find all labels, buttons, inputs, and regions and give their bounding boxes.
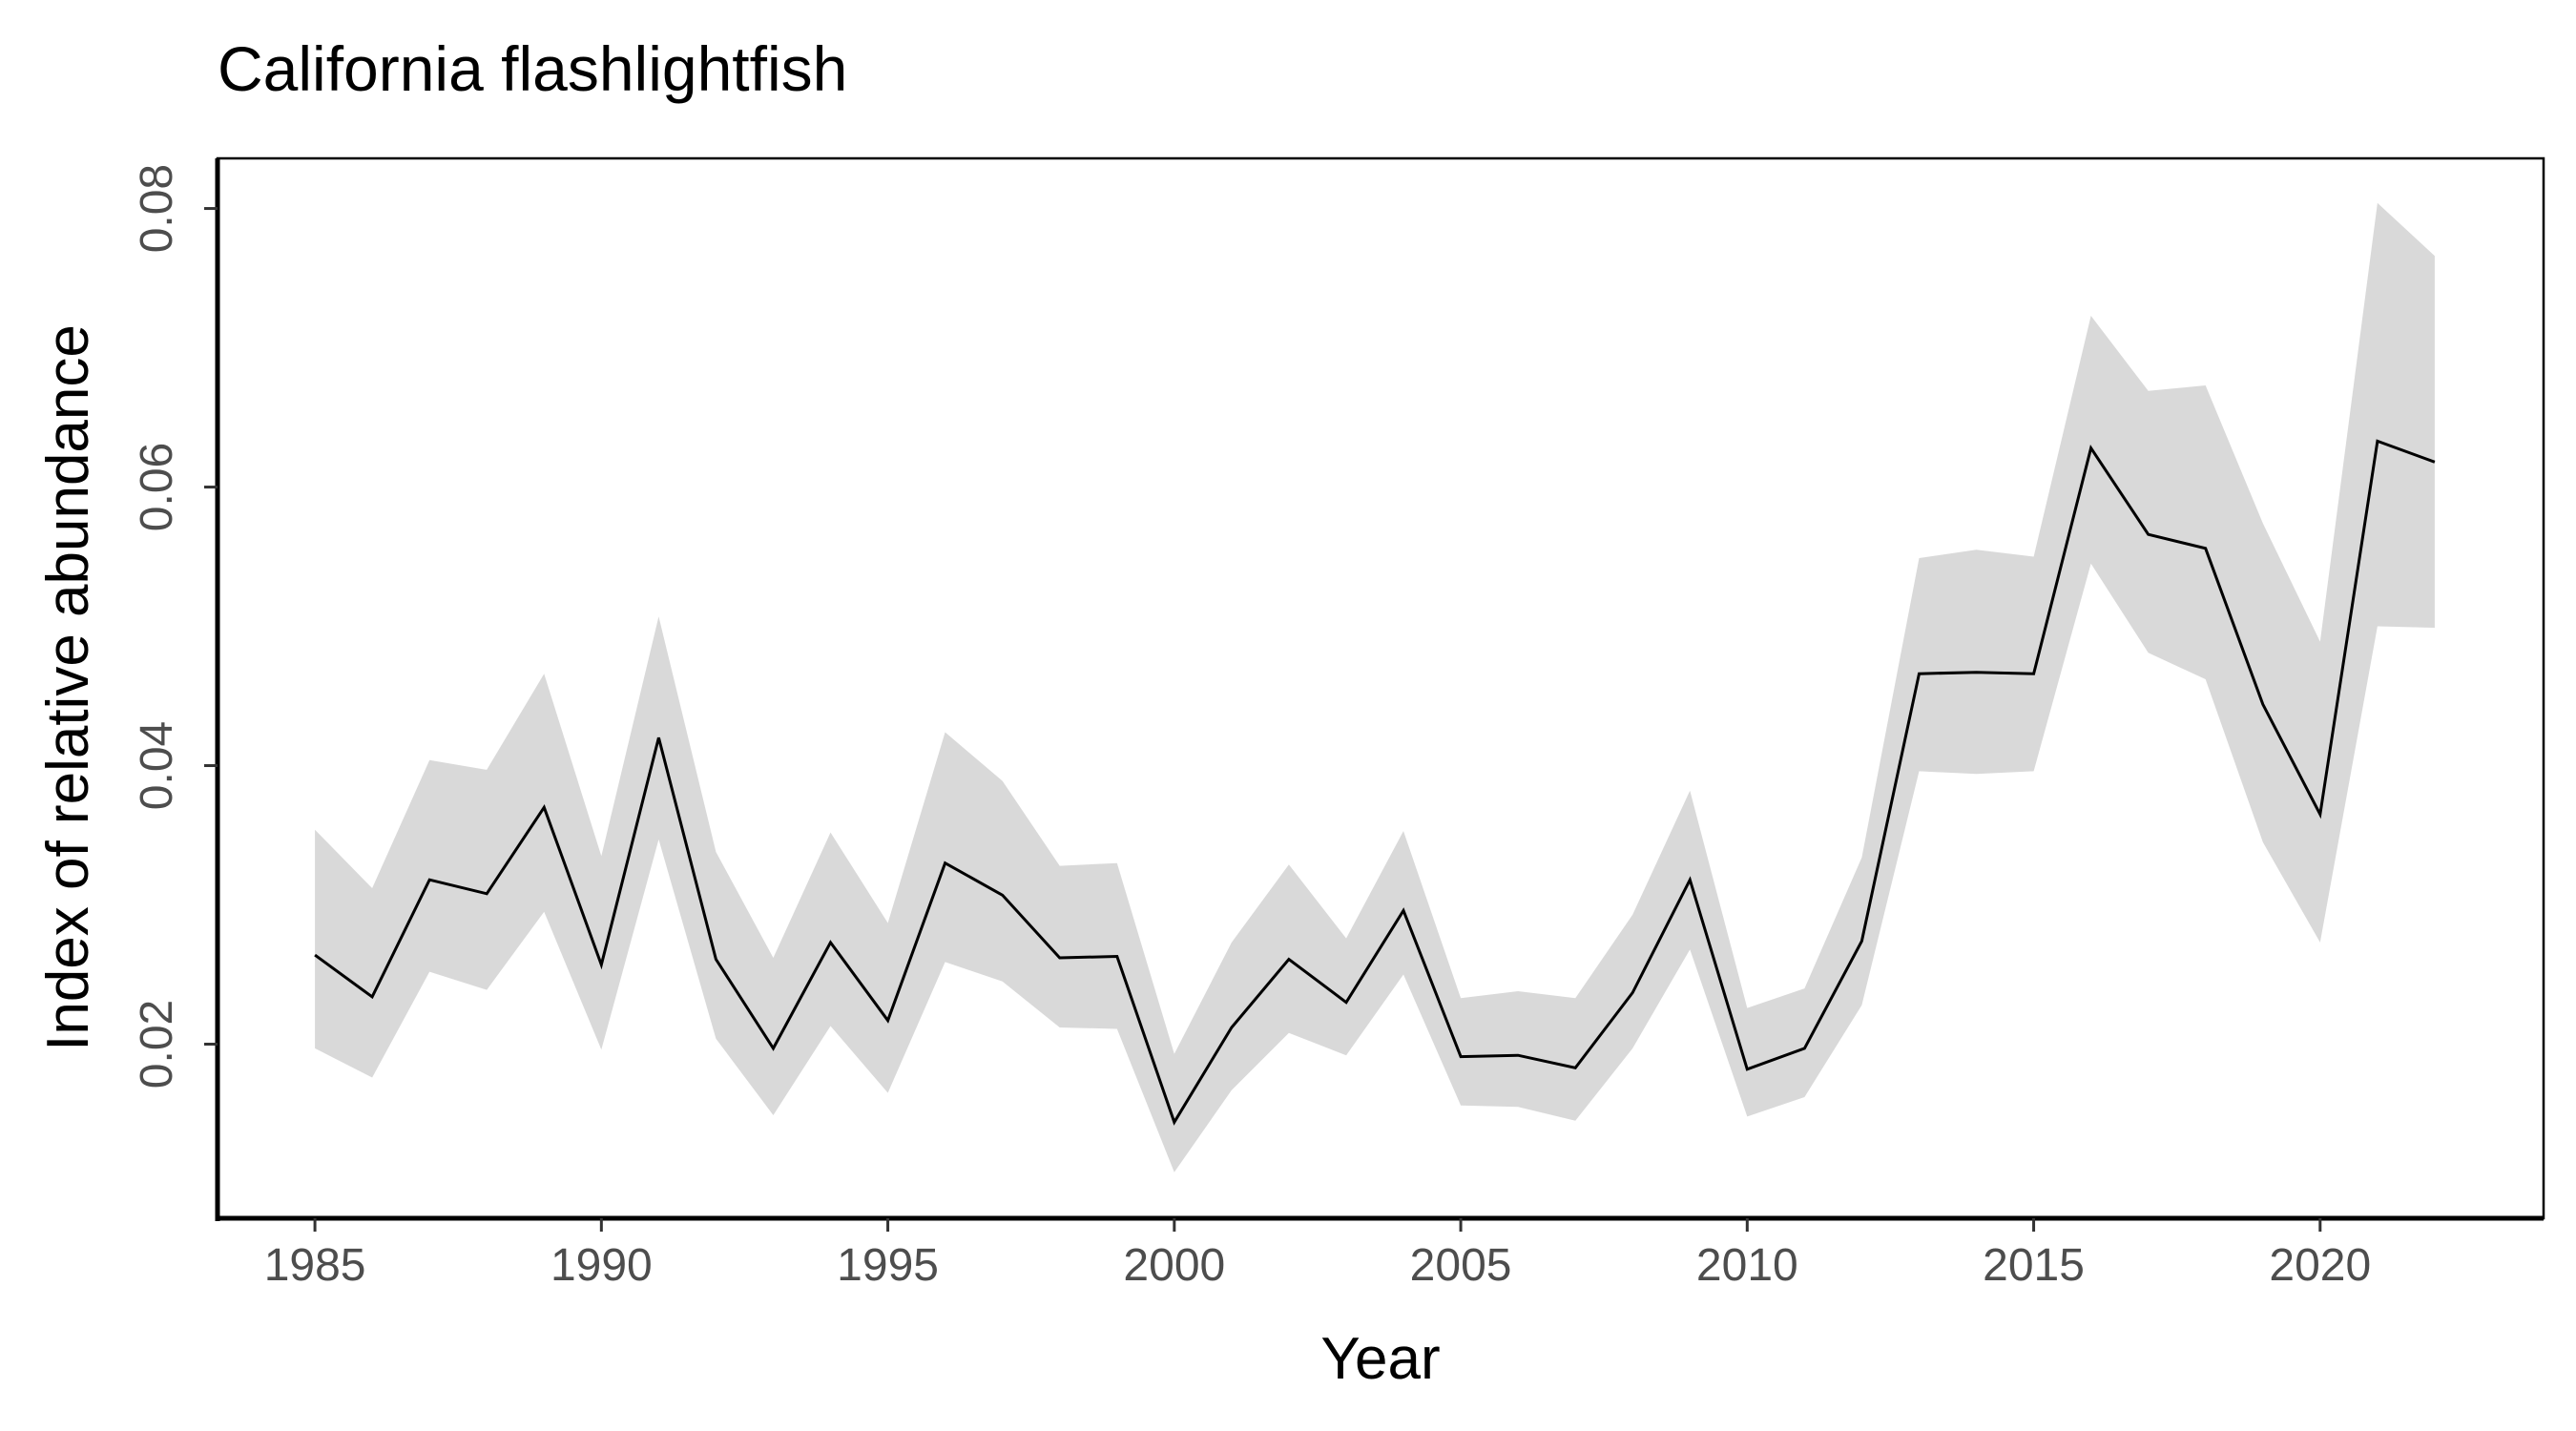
x-tick-label: 1995 [837,1240,939,1291]
confidence-ribbon [315,202,2435,1172]
x-tick-label: 2000 [1123,1240,1225,1291]
x-axis-title: Year [1320,1326,1440,1392]
plot-area [216,156,2545,1220]
y-tick-label: 0.02 [132,1000,182,1089]
x-tick-label: 2005 [1410,1240,1512,1291]
axis-lines [215,158,2544,1221]
x-tick-label: 2020 [2269,1240,2371,1291]
y-tick-label: 0.04 [132,721,182,810]
chart-title: California flashlightfish [218,33,847,104]
x-tick-label: 2015 [1983,1240,2085,1291]
x-tick-label: 2010 [1696,1240,1798,1291]
y-axis-ticks: 0.02 0.04 0.06 0.08 [132,164,218,1089]
x-tick-label: 1985 [264,1240,366,1291]
y-tick-label: 0.06 [132,443,182,531]
y-axis-title: Index of relative abundance [35,324,101,1051]
index-line [314,439,2436,1126]
plot-frame [216,156,2545,1220]
x-axis-ticks: 1985 1990 1995 2000 2005 2010 2015 2020 [264,1218,2371,1291]
y-tick-label: 0.08 [132,164,182,253]
x-tick-label: 1990 [551,1240,653,1291]
